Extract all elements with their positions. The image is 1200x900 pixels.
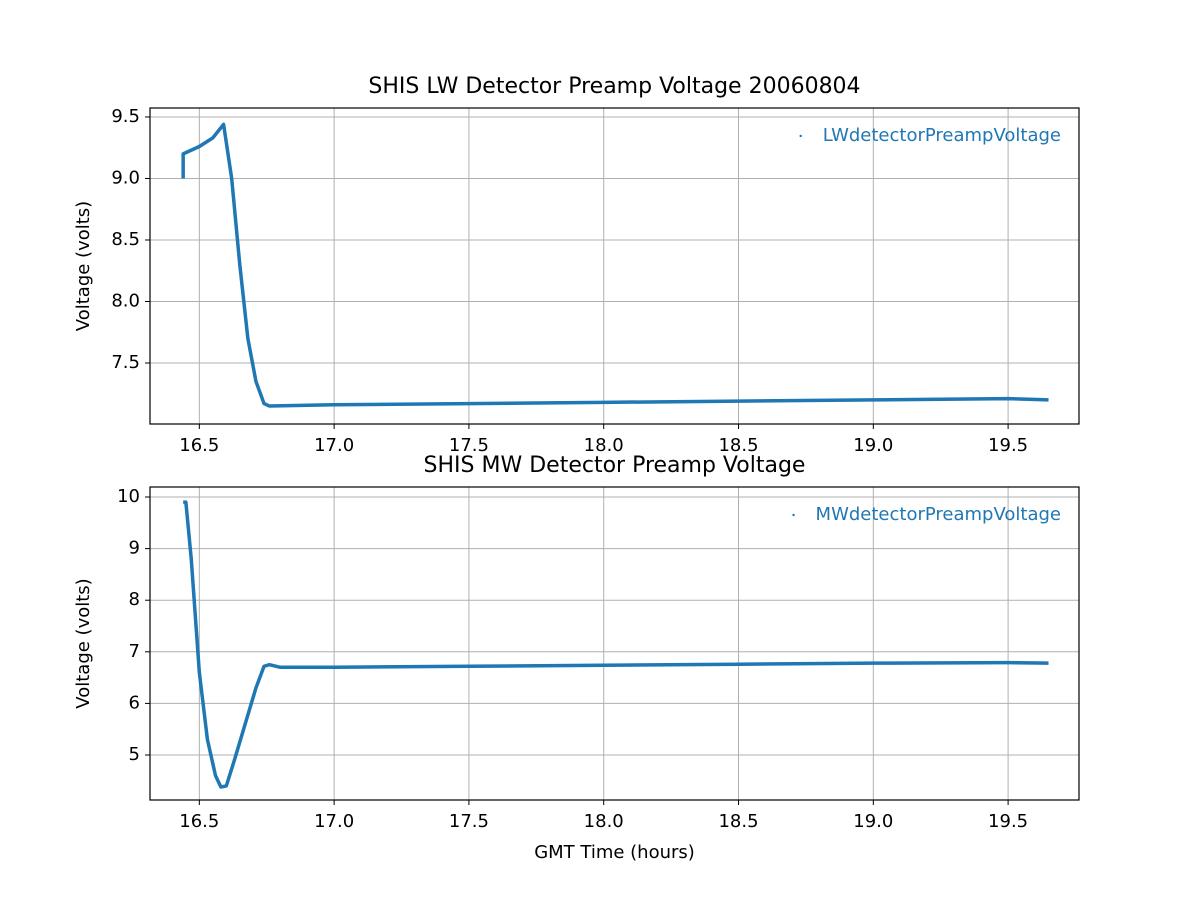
x-tick-label: 19.5 — [988, 811, 1028, 832]
x-axis-label: GMT Time (hours) — [534, 842, 695, 863]
x-tick-label: 18.5 — [718, 811, 758, 832]
legend-marker — [799, 134, 802, 138]
y-tick-label: 10 — [117, 486, 140, 507]
legend-label: LWdetectorPreampVoltage — [823, 125, 1061, 146]
y-axis-label: Voltage (volts) — [73, 578, 94, 708]
data-line — [183, 500, 1049, 789]
y-tick-label: 7.5 — [111, 352, 140, 373]
y-tick-label: 5 — [129, 744, 140, 765]
chart-title: SHIS MW Detector Preamp Voltage — [424, 453, 806, 478]
x-tick-label: 19.0 — [853, 435, 893, 456]
x-tick-label: 16.5 — [179, 435, 219, 456]
y-tick-label: 9.5 — [111, 106, 140, 127]
legend-marker — [792, 513, 795, 517]
x-tick-label: 19.0 — [853, 811, 893, 832]
legend-label: MWdetectorPreampVoltage — [816, 504, 1061, 525]
y-tick-label: 8.0 — [111, 290, 140, 311]
chart-title: SHIS LW Detector Preamp Voltage 20060804 — [368, 74, 860, 99]
axes-frame — [149, 486, 1080, 801]
y-tick-label: 8.5 — [111, 229, 140, 250]
x-tick-label: 18.0 — [584, 811, 624, 832]
x-tick-label: 18.0 — [584, 435, 624, 456]
y-axis-label: Voltage (volts) — [73, 201, 94, 331]
y-tick-label: 9.0 — [111, 167, 140, 188]
x-tick-label: 17.0 — [314, 435, 354, 456]
y-tick-label: 9 — [129, 538, 140, 559]
x-tick-label: 17.5 — [449, 811, 489, 832]
y-tick-label: 6 — [129, 692, 140, 713]
x-tick-label: 19.5 — [988, 435, 1028, 456]
y-tick-label: 8 — [129, 589, 140, 610]
x-tick-label: 16.5 — [179, 811, 219, 832]
data-line — [181, 122, 1049, 408]
y-tick-label: 7 — [129, 641, 140, 662]
axes-frame — [149, 107, 1080, 425]
x-tick-label: 17.0 — [314, 811, 354, 832]
x-tick-label: 18.5 — [718, 435, 758, 456]
x-tick-label: 17.5 — [449, 435, 489, 456]
